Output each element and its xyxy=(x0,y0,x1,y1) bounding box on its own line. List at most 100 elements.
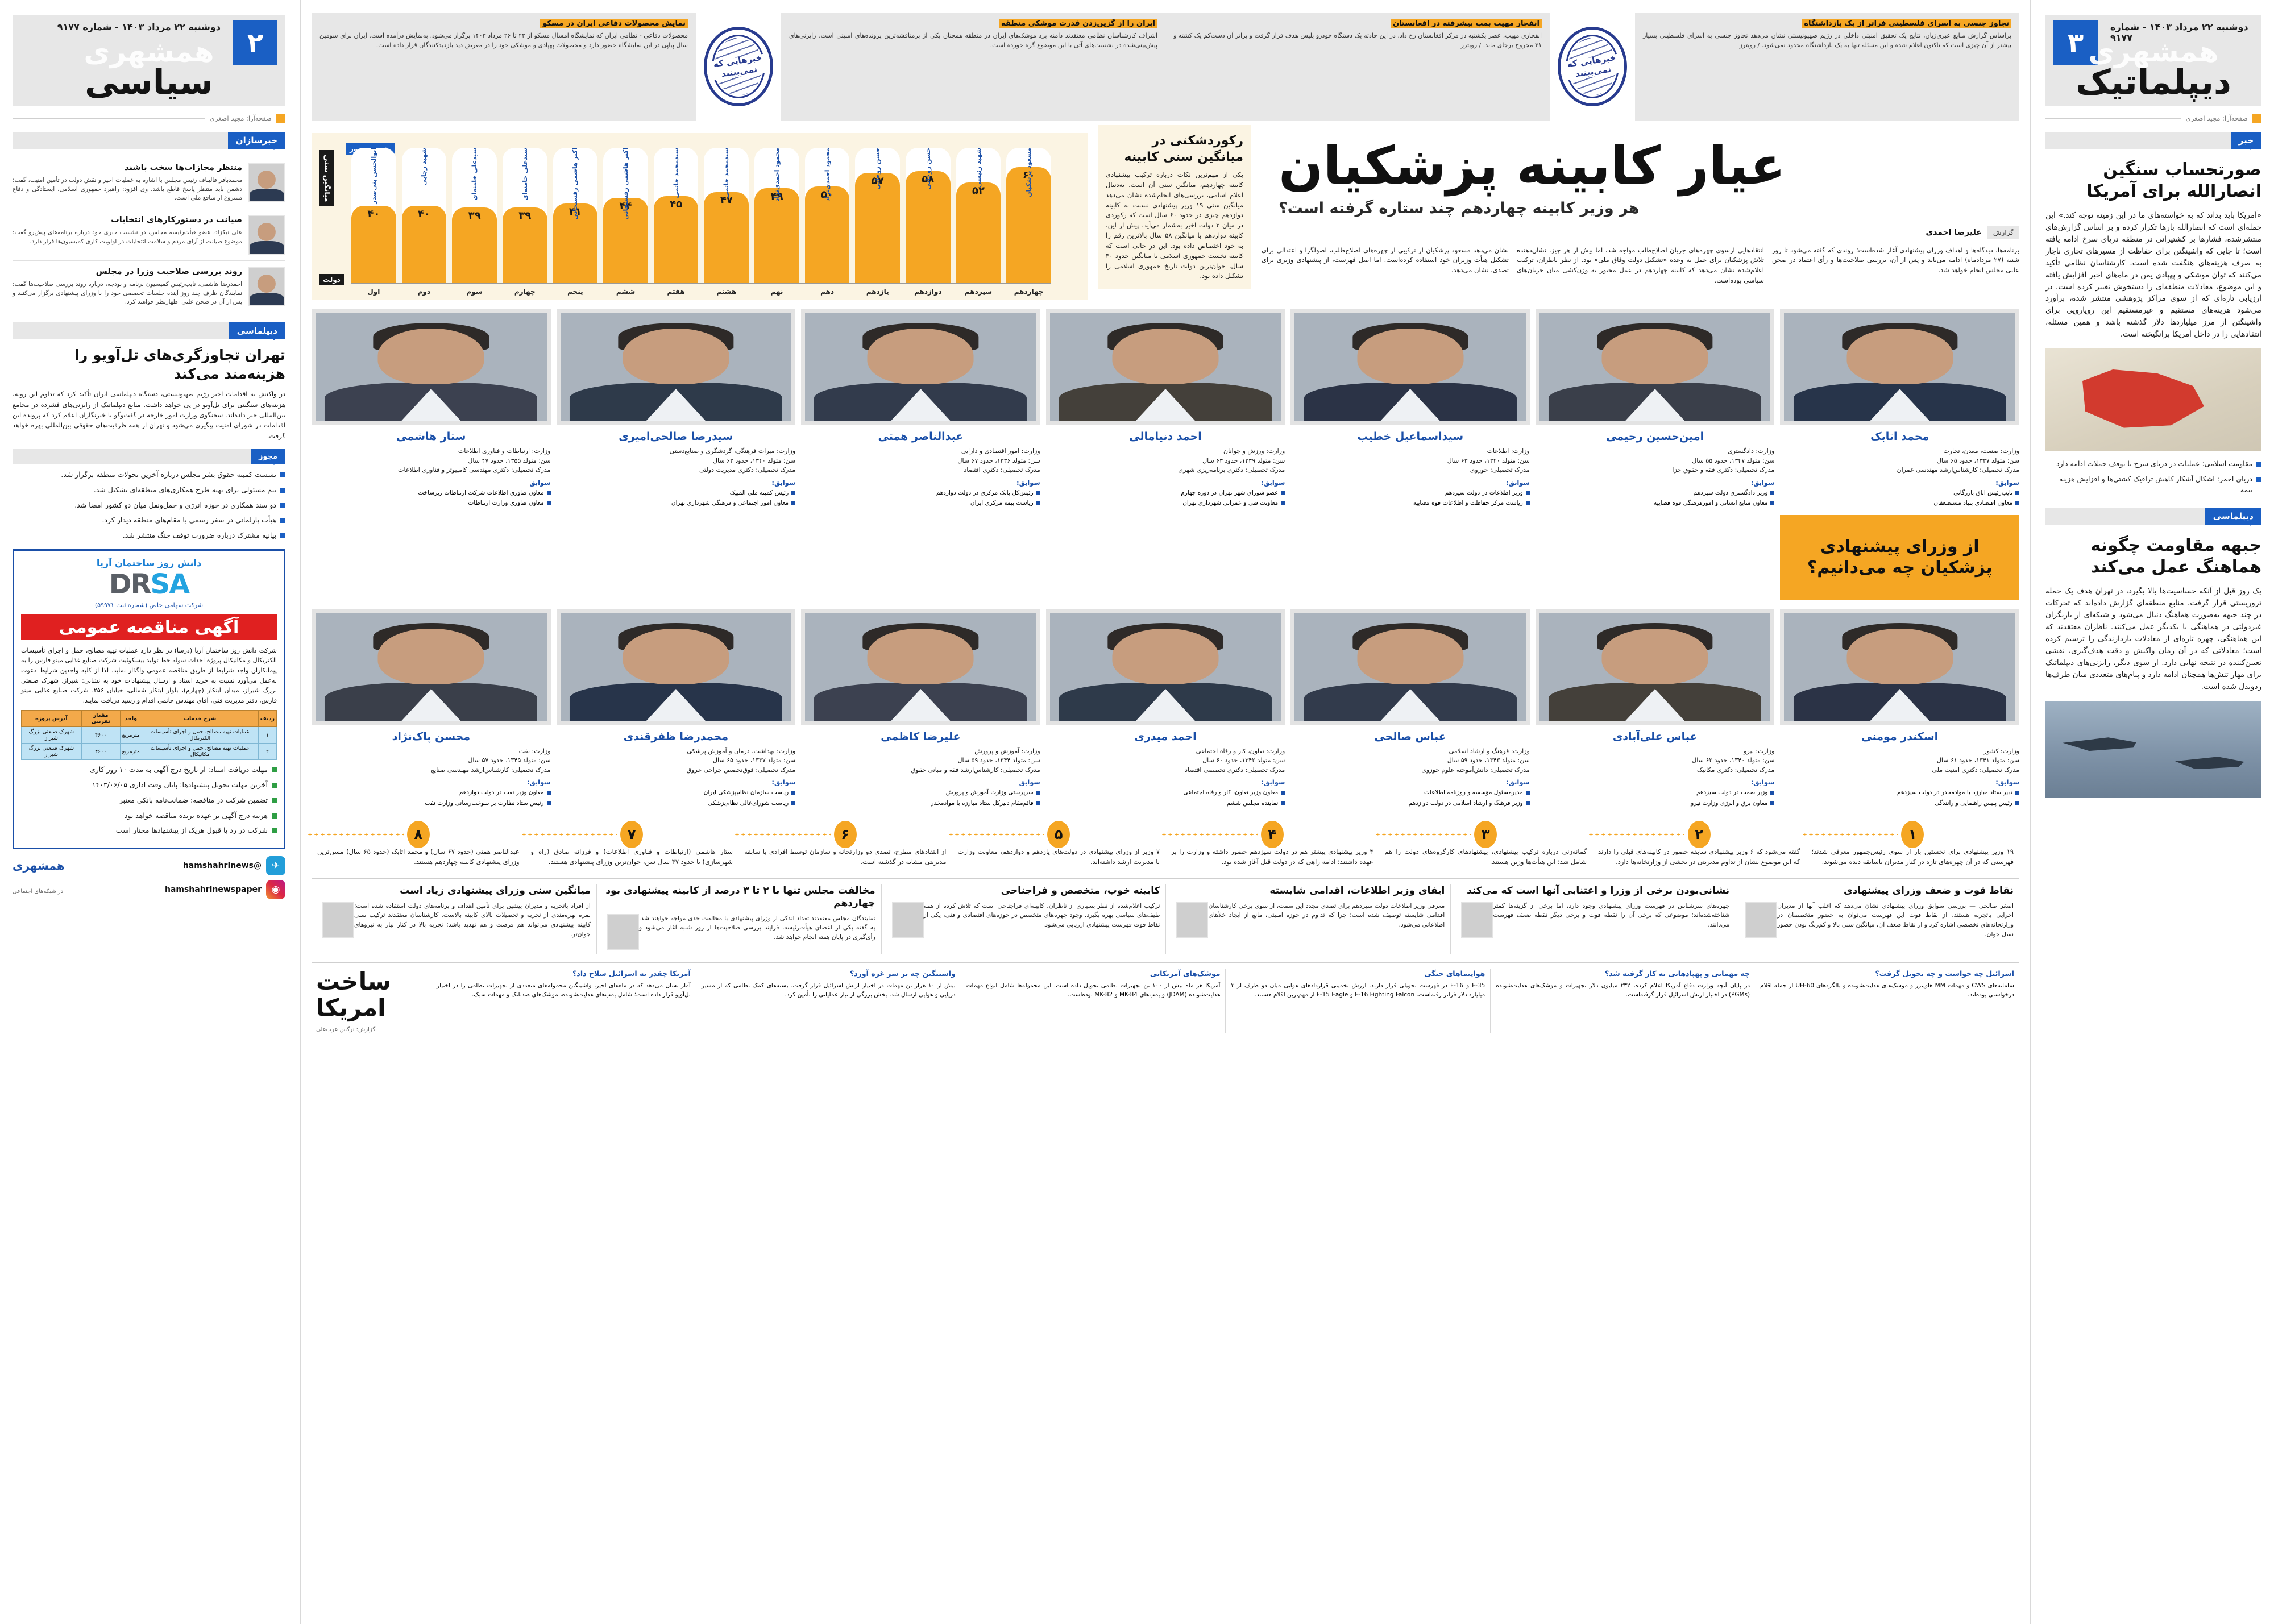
list-item: ریاست سازمان نظام‌پزشکی ایران xyxy=(557,788,796,797)
list-item: ریاست شورای‌عالی نظام‌پزشکی xyxy=(557,799,796,808)
chart-x-tick: سیزدهم xyxy=(964,288,993,296)
list-item: تضمین شرکت در مناقصه: ضمانت‌نامه بانکی م… xyxy=(21,795,277,806)
minister-photo-frame xyxy=(1290,609,1530,725)
list-item: ریاست مرکز حفاظت و اطلاعات قوه قضاییه xyxy=(1290,499,1530,508)
avatar-body xyxy=(250,292,284,306)
record-text: وزیر اطلاعات در دولت سیزدهم xyxy=(1445,489,1523,496)
chart-x-tick: یازدهم xyxy=(866,288,889,296)
ad-table: ردیف شرح خدمات واحد مقدار تقریبی آدرس پروژه … xyxy=(21,710,277,761)
bullet-icon xyxy=(546,491,551,495)
left-article2-body: یک روز قبل از آنکه حساسیت‌ها بالا بگیرد،… xyxy=(2045,587,2261,691)
chart-x-tick: دوم xyxy=(417,288,431,296)
minister-records-label: سوابق: xyxy=(1995,778,2019,787)
list-item: رئیس‌کل بانک مرکزی در دولت دوازدهم xyxy=(801,489,1040,497)
minister-photo-frame xyxy=(801,609,1040,725)
chart-bar: ۳۹ سیدعلی خامنه‌ای xyxy=(502,148,547,283)
section-header-diplomacy: دیپلماسی xyxy=(2045,508,2261,526)
record-text: معاون اقتصادی بنیاد مستضعفان xyxy=(1933,499,2012,506)
minister-records: عضو شورای شهر تهران در دوره چهارم معاونت … xyxy=(1046,489,1285,508)
list-item: آخرین مهلت تحویل پیشنهادها: پایان وقت اد… xyxy=(21,780,277,791)
section-header-fill-4 xyxy=(13,322,229,340)
brief-body: علی نیکزاد، عضو هیأت‌رئیسه مجلس، در نشست… xyxy=(13,229,242,245)
page3-number: ۳ xyxy=(2053,20,2098,65)
telegram-handle[interactable]: @hamshahrinews xyxy=(182,861,262,871)
tender-advertisement: دانش روز ساختمان آریا DRSA شرکت سهامی خا… xyxy=(13,549,285,850)
chart-x-tick: دهم xyxy=(820,288,835,296)
stamp-left: خبرهایی که نمی‌بینید xyxy=(1550,13,1635,121)
lede-col: انتقادهایی از‌سوی چهره‌های جریان اصلاح‌ط… xyxy=(1517,246,1764,285)
diplomacy-headline: تهران تجاوزگری‌های تل‌آویو را هزینه‌مند … xyxy=(74,347,285,382)
numbered-point: ۲ گفته می‌شود که ۶ وزیر پیشنهادی سابقه حض… xyxy=(1588,820,1806,867)
table-cell: ۱ xyxy=(258,726,277,744)
reporter-name: علیرضا احمدی xyxy=(1926,227,1982,237)
instagram-icon[interactable]: ◉ xyxy=(266,880,285,900)
minister-ministry: وزارت: میراث فرهنگی، گردشگری و صنایع‌دست… xyxy=(669,447,796,455)
main-feature-area: تجاوز جنسی به اسرای فلسطینی فراتر از یک … xyxy=(301,0,2030,1624)
sub-item-text: دو سند همکاری در حوزه انرژی و حمل‌ونقل م… xyxy=(74,500,276,509)
table-cell: عملیات تهیه مصالح، حمل و اجرای تأسیسات ا… xyxy=(141,726,259,744)
chart-x-axis: اول دوم سوم چهارم پنجم ششم هفتم هشتم نهم دهم یازده… xyxy=(351,288,1051,296)
list-item: مدیرمسئول مؤسسه و روزنامه اطلاعات xyxy=(1290,788,1530,797)
minister-ministry: وزارت: تعاون، کار و رفاه اجتماعی xyxy=(1196,747,1285,755)
record-text: وزیر فرهنگ و ارشاد اسلامی در دولت دوازده… xyxy=(1408,799,1523,807)
opinion-column: نقاط قوت و ضعف وزرای پیشنهادی اصغر صالحی … xyxy=(1735,884,2019,954)
list-item: وزیر فرهنگ و ارشاد اسلامی در دولت دوازده… xyxy=(1290,799,1530,808)
bullet-icon xyxy=(280,472,285,478)
avatar-face xyxy=(257,222,276,241)
numbered-point: ۶ از انتقادهای مطرح، تصدی دو وزارتخانه و … xyxy=(734,820,952,867)
minister-photo-frame xyxy=(312,309,551,425)
minister-degree: مدرک تحصیلی: دکتری مهندسی کامپیوتر و فنا… xyxy=(398,466,551,474)
bullet-icon xyxy=(546,501,551,505)
sub-item-text: هیأت پارلمانی در سفر رسمی با مقام‌های من… xyxy=(102,516,276,525)
point-number-badge: ۲ xyxy=(1687,820,1711,848)
telegram-icon[interactable]: ✈ xyxy=(266,856,285,876)
bullet-icon xyxy=(791,501,796,505)
record-box: رکوردشکنی در میانگین سنی کابینه یکی از م… xyxy=(1098,125,1251,290)
opinion-column: کابینه خوب، متخصص و فراجناحی ترکیب اعلام‌… xyxy=(881,884,1166,954)
brief-text-wrap: منتظر مجازات‌ها سخت باشند محمدباقر قالیبا… xyxy=(13,163,242,203)
minister-degree: مدرک تحصیلی: کارشناس‌ارشد مهندسی صنایع xyxy=(431,766,551,774)
minister-photo-frame xyxy=(1290,309,1530,425)
list-item: قائم‌مقام دبیرکل ستاد مبارزه با موادمخدر xyxy=(801,799,1040,808)
instagram-row[interactable]: ◉ hamshahrinewspaper در شبکه‌های اجتماعی xyxy=(13,880,285,900)
minister-photo xyxy=(1049,313,1281,421)
telegram-row[interactable]: ✈ @hamshahrinews همشهری xyxy=(13,856,285,876)
section-header-fill-2 xyxy=(2045,508,2205,525)
record-text: معاون وزیر نفت در دولت دوازدهم xyxy=(459,789,544,796)
minister-photo xyxy=(805,313,1036,421)
bullet-icon xyxy=(1770,501,1775,505)
left-article2-photo-jets xyxy=(2045,700,2261,798)
list-item: بیانیه مشترک درباره ضرورت توقف جنگ منتشر… xyxy=(13,530,285,541)
photo-face-shape xyxy=(377,328,484,385)
list-item: هزینه درج آگهی بر عهده برنده مناقصه خواه… xyxy=(21,811,277,821)
minister-card: محسن پاک‌نژاد وزارت: نفت سن: متولد ۱۳۴۵، ح… xyxy=(312,609,551,809)
minister-ministry: وزارت: کشور xyxy=(1983,747,2019,755)
brief-title: منتظر مجازات‌ها سخت باشند xyxy=(125,163,242,172)
avatar xyxy=(891,901,924,938)
opinion-text: ترکیب اعلام‌شده از نظر بسیاری از ناظران،… xyxy=(923,902,1160,929)
page3-section-name: دیپلماتیک xyxy=(2076,63,2233,102)
bullet-icon xyxy=(791,791,796,795)
page-title: عیار کابینه پزشکیان xyxy=(1279,135,1787,196)
chart-bar: ۳۹ سیدعلی خامنه‌ای xyxy=(452,148,497,283)
table-cell: مترمربع xyxy=(119,743,142,761)
chart-bars: ۴۰ ابوالحسن بنی‌صدر ۴۰ شهید رجایی ۳۹ سیدعلی خ… xyxy=(351,148,1051,284)
table-cell: شهرک صنعتی بزرگ شیراز xyxy=(21,743,82,761)
bullet-icon xyxy=(1036,791,1040,795)
record-text: وزیر صمت در دولت سیزدهم xyxy=(1696,789,1768,796)
brief-text-wrap: روند بررسی صلاحیت وزرا در مجلس احمدرضا ها… xyxy=(13,267,242,307)
opinion-title: نقاط قوت و ضعف وزرای پیشنهادی xyxy=(1843,884,2014,896)
point-text: ۱۹ وزیر پیشنهادی برای نخستین بار از سوی … xyxy=(1811,847,2014,866)
opinion-title: ایفای وزیر اطلاعات، اقدامی شایسته xyxy=(1269,884,1445,896)
minister-photo-frame xyxy=(312,609,551,725)
avatar xyxy=(1176,901,1209,938)
instagram-handle[interactable]: hamshahrinewspaper xyxy=(164,885,262,895)
minister-photo-frame xyxy=(556,309,796,425)
list-item: مهلت دریافت اسناد: از تاریخ درج آگهی به … xyxy=(21,765,277,775)
bullet-icon xyxy=(2015,791,2019,795)
photo-face-shape xyxy=(1357,628,1464,685)
section-header-fill-3 xyxy=(13,132,228,149)
record-text: ریاست شورای‌عالی نظام‌پزشکی xyxy=(708,799,789,807)
point-number-badge: ۵ xyxy=(1047,820,1070,848)
minister-degree: مدرک تحصیلی: دکتری امنیت ملی xyxy=(1932,766,2019,774)
